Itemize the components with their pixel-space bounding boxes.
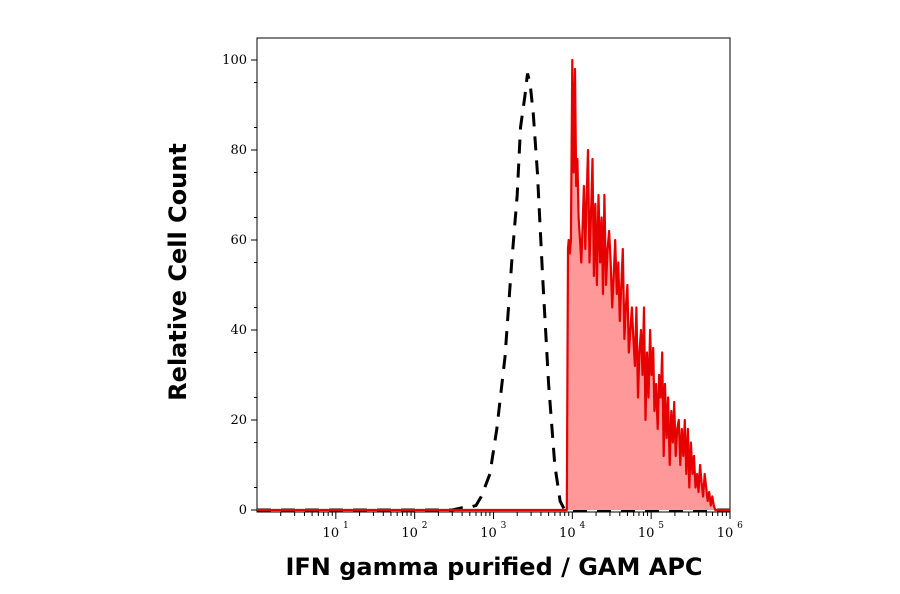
x-tick-label: 10 <box>717 526 734 541</box>
x-tick-exponent: 4 <box>579 521 585 531</box>
x-tick-exponent: 6 <box>737 521 743 531</box>
y-tick-label: 100 <box>222 53 247 68</box>
y-tick-label: 40 <box>230 323 247 338</box>
x-axis-title: IFN gamma purified / GAM APC <box>285 553 702 581</box>
series-layer <box>257 58 730 512</box>
series-1-fill <box>257 60 730 510</box>
x-tick-exponent: 2 <box>422 521 428 531</box>
y-tick-label: 60 <box>230 233 247 248</box>
x-tick-exponent: 5 <box>658 521 664 531</box>
series-1-line <box>257 58 730 512</box>
x-tick-label: 10 <box>401 526 418 541</box>
y-tick-label: 80 <box>230 143 247 158</box>
y-tick-label: 0 <box>239 503 247 518</box>
y-tick-label: 20 <box>230 413 247 428</box>
x-tick-label: 10 <box>323 526 340 541</box>
x-tick-exponent: 1 <box>343 521 349 531</box>
x-tick-label: 10 <box>480 526 497 541</box>
series-0-line <box>257 73 730 512</box>
x-tick-exponent: 3 <box>501 521 507 531</box>
x-tick-label: 10 <box>559 526 576 541</box>
x-tick-label: 10 <box>638 526 655 541</box>
y-axis-title: Relative Cell Count <box>164 143 192 401</box>
